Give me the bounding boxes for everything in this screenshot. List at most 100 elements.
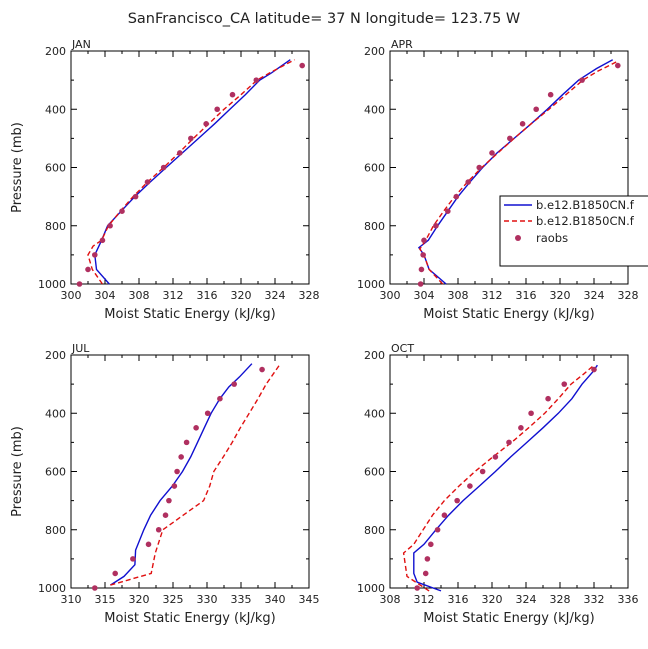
y-tick-label: 400	[45, 407, 66, 420]
series-line-dashed	[418, 60, 619, 285]
y-tick-label: 800	[364, 220, 385, 233]
y-tick-label: 600	[364, 162, 385, 175]
raobs-point	[547, 91, 554, 98]
x-tick-label: 340	[265, 593, 286, 606]
raobs-point	[171, 483, 178, 489]
x-tick-label: 312	[163, 289, 184, 302]
x-tick-label: 320	[482, 593, 503, 606]
raobs-point	[76, 281, 83, 287]
x-tick-label: 308	[380, 593, 401, 606]
raobs-point	[112, 570, 118, 577]
panel-title: JUL	[71, 342, 90, 355]
x-tick-label: 300	[380, 289, 401, 302]
raobs-point	[203, 121, 209, 127]
series-raobs	[76, 62, 306, 287]
raobs-point	[424, 556, 431, 562]
raobs-point	[145, 541, 152, 548]
x-axis-label: Moist Static Energy (kJ/kg)	[104, 611, 275, 626]
y-tick-label: 400	[364, 103, 385, 116]
x-tick-label: 324	[516, 593, 537, 606]
raobs-point	[518, 425, 524, 431]
raobs-point	[561, 381, 568, 387]
raobs-point	[144, 179, 151, 185]
x-tick-label: 312	[482, 289, 503, 302]
y-tick-label: 200	[45, 349, 66, 362]
raobs-point	[428, 541, 434, 548]
x-tick-label: 332	[584, 593, 605, 606]
y-tick-label: 800	[364, 524, 385, 537]
legend-box	[499, 195, 648, 267]
raobs-point	[414, 585, 421, 591]
raobs-point	[479, 468, 486, 475]
panel-title: APR	[391, 38, 413, 51]
x-tick-label: 330	[197, 593, 218, 606]
series-line-solid	[413, 364, 598, 592]
y-tick-label: 200	[364, 349, 385, 362]
y-tick-label: 400	[364, 407, 385, 420]
x-tick-label: 316	[197, 289, 218, 302]
raobs-point	[445, 208, 451, 214]
raobs-point	[259, 366, 265, 373]
legend-label-raobs: raobs	[536, 231, 568, 245]
raobs-point	[591, 366, 597, 373]
x-tick-label: 324	[584, 289, 605, 302]
y-tick-label: 1000	[357, 278, 385, 291]
raobs-point	[465, 179, 472, 185]
series-line-solid	[110, 363, 253, 586]
raobs-point	[204, 410, 211, 417]
series-raobs	[417, 62, 621, 287]
series-line-dashed	[402, 364, 595, 592]
raobs-point	[528, 410, 534, 417]
raobs-point	[107, 222, 113, 229]
panel-apr: 300 304 308 312 316 320 324 328 200 400 600 800 1000…	[357, 38, 639, 322]
y-axis-label: Pressure (mb)	[10, 122, 25, 213]
raobs-point	[183, 439, 190, 446]
raobs-point	[579, 77, 585, 83]
x-tick-label: 300	[61, 289, 82, 302]
x-tick-label: 324	[265, 289, 286, 302]
raobs-point	[162, 512, 169, 518]
x-tick-label: 320	[129, 593, 150, 606]
x-tick-label: 320	[231, 289, 252, 302]
raobs-point	[217, 395, 223, 402]
y-tick-label: 1000	[38, 278, 66, 291]
raobs-point	[492, 454, 499, 460]
y-tick-label: 200	[45, 45, 66, 58]
y-tick-label: 600	[45, 162, 66, 175]
raobs-point	[453, 193, 460, 200]
raobs-point	[132, 193, 139, 200]
series-line-solid	[94, 59, 291, 285]
y-tick-label: 800	[45, 220, 66, 233]
x-tick-label: 312	[414, 593, 435, 606]
y-tick-label: 800	[45, 524, 66, 537]
panel-title: OCT	[391, 342, 414, 355]
plot-frame	[70, 50, 310, 285]
x-tick-label: 328	[618, 289, 639, 302]
legend: b.e12.B1850CN.f b.e12.B1850CN.f raobs	[499, 195, 648, 267]
x-tick-label: 345	[299, 593, 320, 606]
raobs-point	[155, 526, 162, 533]
y-tick-label: 600	[45, 466, 66, 479]
raobs-point	[615, 62, 621, 69]
raobs-point	[519, 121, 526, 127]
x-tick-label: 328	[299, 289, 320, 302]
panel-jul: 310 315 320 325 330 335 340 345 200 400 600 800 1000…	[10, 342, 320, 626]
raobs-point	[231, 381, 237, 387]
raobs-point	[489, 150, 495, 156]
raobs-point	[418, 266, 425, 273]
y-axis-label: Pressure (mb)	[10, 426, 25, 517]
raobs-point	[441, 512, 448, 518]
x-tick-label: 316	[448, 593, 469, 606]
x-tick-label: 308	[448, 289, 469, 302]
series-line-dashed	[87, 59, 295, 285]
plot-frame	[389, 354, 629, 589]
raobs-point	[130, 556, 136, 562]
y-tick-label: 1000	[38, 582, 66, 595]
raobs-point	[85, 266, 91, 273]
raobs-point	[160, 164, 167, 171]
y-tick-label: 400	[45, 103, 66, 116]
raobs-point	[421, 237, 427, 244]
plot-frame	[70, 354, 310, 589]
x-tick-label: 325	[163, 593, 184, 606]
y-tick-label: 600	[364, 466, 385, 479]
